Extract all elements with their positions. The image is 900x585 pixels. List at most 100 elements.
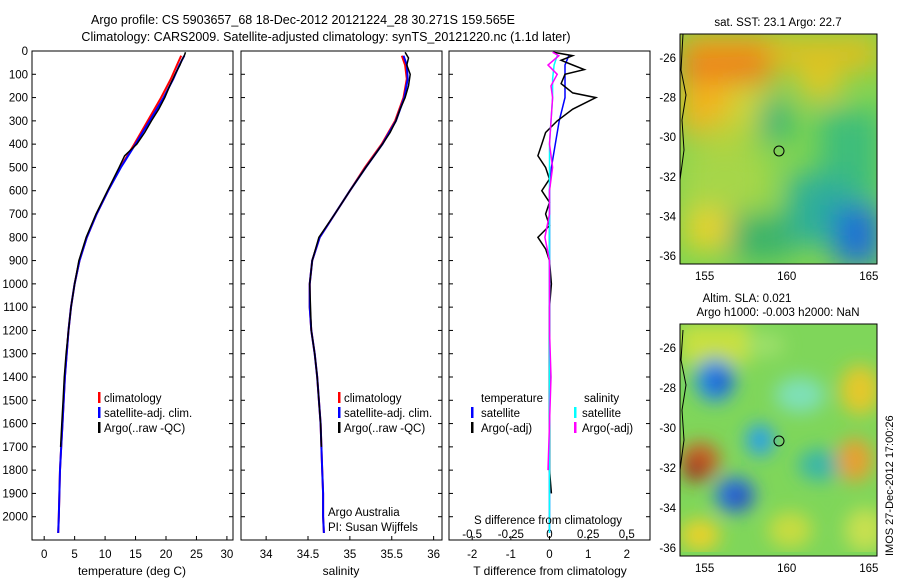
salinity-annotation-line2: PI: Susan Wijffels (328, 522, 418, 534)
depth-tick-label: 2000 (2, 512, 28, 524)
temperature-xtick-label: 5 (71, 549, 77, 561)
difference-axis-label: T difference from climatology (473, 564, 627, 578)
sst-map-frame (679, 33, 878, 265)
temperature-axis-label: temperature (deg C) (78, 564, 186, 578)
temperature-legend-sat-swatch (98, 407, 101, 418)
map-ytick-label: -28 (659, 383, 676, 395)
depth-tick-label: 1200 (2, 325, 28, 337)
map-ytick-label: -26 (659, 53, 676, 65)
temperature-legend-clim: climatology (104, 393, 162, 405)
salinity-legend-clim: climatology (344, 393, 402, 405)
sla-map-field (680, 324, 877, 556)
temperature-panel-frame (31, 50, 234, 541)
difference-xtick-label: -2 (467, 549, 477, 561)
map-xtick-label: 160 (777, 271, 796, 283)
difference-legend: temperature salinity satellite Argo(-adj… (471, 393, 633, 435)
difference-series-0 (548, 55, 570, 533)
difference-top-tick-label: 0.25 (577, 529, 599, 541)
map-ytick-label: -26 (659, 343, 676, 355)
salinity-series-2 (308, 51, 411, 447)
profile-series (57, 51, 599, 534)
difference-xtick-label: 1 (585, 549, 591, 561)
difference-series-3 (544, 51, 561, 471)
temperature-xtick-label: 20 (160, 549, 173, 561)
sst-map-field (680, 34, 877, 264)
map-ytick-label: -32 (659, 463, 676, 475)
temperature-xtick-label: 0 (41, 549, 47, 561)
depth-tick-label: 1500 (2, 395, 28, 407)
depth-tick-label: 1700 (2, 442, 28, 454)
sla-argo-marker (773, 435, 785, 447)
difference-xtick-label: -1 (506, 549, 516, 561)
map-ytick-label: -30 (659, 132, 676, 144)
difference-legend-tsat: satellite (481, 408, 520, 420)
map-xtick-label: 160 (777, 563, 796, 575)
depth-tick-label: 200 (9, 93, 28, 105)
salinity-xtick-label: 34 (260, 549, 273, 561)
depth-tick-label: 100 (9, 69, 28, 81)
depth-tick-label: 1000 (2, 279, 28, 291)
difference-legend-ssat: satellite (582, 408, 621, 420)
sst-coastline (679, 33, 687, 181)
temperature-series-0 (57, 55, 183, 534)
salinity-xtick-label: 36 (427, 549, 440, 561)
salinity-legend: climatology satellite-adj. clim. Argo(..… (338, 392, 432, 435)
difference-legend-temperature-header: temperature (481, 393, 543, 405)
difference-legend-salinity-header: salinity (584, 393, 619, 405)
temperature-legend-clim-swatch (98, 392, 101, 403)
figure-title-line2: Climatology: CARS2009. Satellite-adjuste… (81, 30, 570, 44)
map-ytick-label: -32 (659, 172, 676, 184)
difference-xtick-label: 0 (546, 549, 552, 561)
temperature-series-2 (59, 51, 187, 447)
map-ytick-label: -34 (659, 211, 676, 223)
side-label: IMOS 27-Dec-2012 17:00:26 (884, 415, 896, 556)
depth-tick-label: 700 (9, 209, 28, 221)
depth-tick-label: 400 (9, 139, 28, 151)
salinity-xtick-label: 35.5 (381, 549, 403, 561)
map-ytick-label: -34 (659, 503, 676, 515)
depth-tick-label: 900 (9, 256, 28, 268)
sst-map-title: sat. SST: 23.1 Argo: 22.7 (714, 17, 841, 29)
difference-legend-targo-swatch (471, 422, 474, 433)
figure-title-line1: Argo profile: CS 5903657_68 18-Dec-2012 … (91, 13, 515, 27)
map-ytick-label: -36 (659, 543, 676, 555)
temperature-xtick-label: 30 (221, 549, 234, 561)
map-ytick-label: -36 (659, 251, 676, 263)
axis-ticks: 0 5 10 15 20 25 300100200300400500600700800900… (2, 46, 878, 575)
difference-legend-ssat-swatch (574, 407, 577, 418)
map-ytick-label: -30 (659, 423, 676, 435)
difference-top-tick-label: 0.5 (619, 529, 635, 541)
difference-top-axis-label: S difference from climatology (474, 515, 622, 527)
depth-tick-label: 1300 (2, 349, 28, 361)
depth-tick-label: 1400 (2, 372, 28, 384)
salinity-xtick-label: 35 (343, 549, 356, 561)
salinity-legend-clim-swatch (338, 392, 341, 403)
temperature-legend-argo-swatch (98, 422, 101, 433)
temperature-xtick-label: 10 (99, 549, 112, 561)
depth-tick-label: 500 (9, 162, 28, 174)
difference-legend-targo: Argo(-adj) (481, 423, 532, 435)
salinity-legend-argo: Argo(..raw -QC) (344, 423, 425, 435)
map-xtick-label: 155 (695, 563, 714, 575)
salinity-legend-argo-swatch (338, 422, 341, 433)
depth-tick-label: 600 (9, 186, 28, 198)
depth-tick-label: 1900 (2, 488, 28, 500)
map-xtick-label: 165 (859, 271, 878, 283)
salinity-axis-label: salinity (323, 564, 360, 578)
depth-tick-label: 300 (9, 116, 28, 128)
sst-argo-marker (773, 145, 785, 157)
difference-top-tick-label: -0.25 (498, 529, 524, 541)
map-xtick-label: 165 (859, 563, 878, 575)
map-ytick-label: -28 (659, 92, 676, 104)
sla-map-title-line1: Altim. SLA: 0.021 (703, 293, 792, 305)
difference-xtick-label: 2 (624, 549, 630, 561)
temperature-series-1 (57, 55, 186, 534)
depth-tick-label: 1600 (2, 419, 28, 431)
temperature-legend: climatology satellite-adj. clim. Argo(..… (98, 392, 192, 435)
difference-legend-sargo-swatch (574, 422, 577, 433)
sla-map-frame (679, 323, 878, 557)
salinity-annotation-line1: Argo Australia (328, 507, 400, 519)
temperature-legend-sat: satellite-adj. clim. (104, 408, 192, 420)
depth-tick-label: 1100 (3, 302, 28, 314)
